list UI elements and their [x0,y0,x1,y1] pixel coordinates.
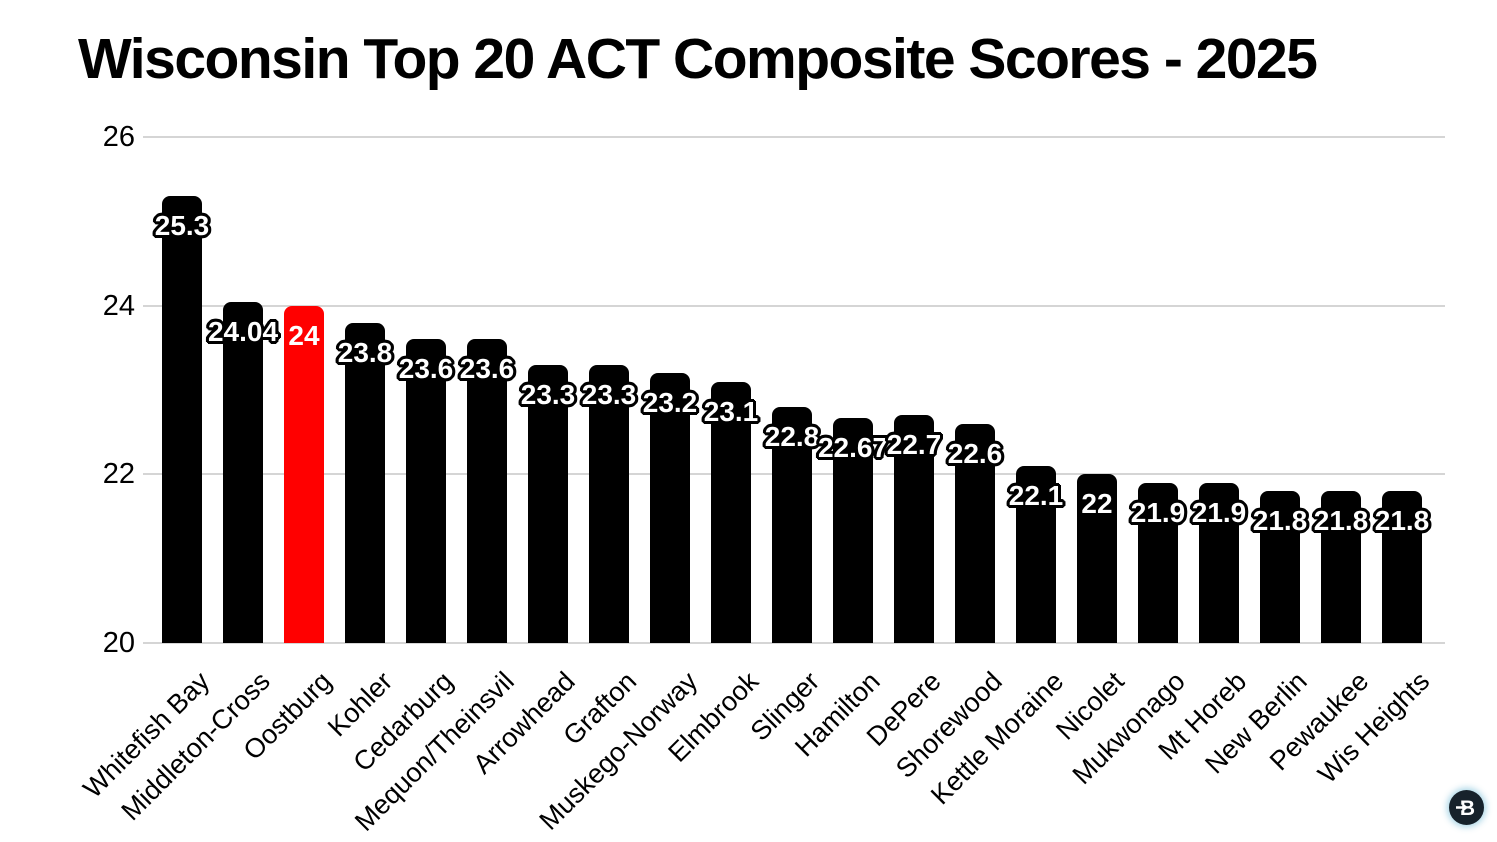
bar-wis-heights [1382,491,1422,643]
bar-kohler [345,322,385,643]
gridline-24 [143,304,1445,307]
embed-share-badge-button[interactable]: B [1449,790,1484,825]
bar-muskego-norway [650,373,690,643]
bar-value-label-wis-heights: 21.8 [1374,505,1430,537]
bar-value-label-pewaukee: 21.8 [1313,505,1369,537]
bar-value-label-elmbrook: 23.1 [703,395,759,427]
bar-nicolet [1077,474,1117,643]
bar-value-label-grafton: 23.3 [581,378,637,410]
chart-title: Wisconsin Top 20 ACT Composite Scores - … [78,27,1318,91]
bar-value-label-kohler: 23.8 [337,336,393,368]
bar-hamilton [833,417,873,643]
bar-new-berlin [1260,491,1300,643]
y-tick-label-24: 24 [102,289,135,322]
bar-oostburg [284,305,324,643]
bar-value-label-slinger: 22.8 [764,420,820,452]
bar-mukwonago [1138,482,1178,643]
bar-value-label-whitefish-bay: 25.3 [154,210,210,242]
bar-value-label-depere: 22.7 [886,429,942,461]
bar-pewaukee [1321,491,1361,643]
bar-elmbrook [711,381,751,643]
bar-value-label-arrowhead: 23.3 [520,378,576,410]
bar-value-label-mt-horeb: 21.9 [1191,496,1247,528]
bar-value-label-cedarburg: 23.6 [398,353,454,385]
bar-arrowhead [528,364,568,643]
bar-value-label-mequon-theinsvil: 23.6 [459,353,515,385]
bar-value-label-hamilton: 22.67 [817,431,889,463]
bar-mequon-theinsvil [467,339,507,643]
bar-cedarburg [406,339,446,643]
bar-value-label-nicolet: 22 [1081,488,1113,520]
bar-depere [894,415,934,643]
bar-slinger [772,406,812,643]
y-tick-label-26: 26 [102,121,135,153]
bar-kettle-moraine [1016,465,1056,643]
bar-grafton [589,364,629,643]
bar-value-label-shorewood: 22.6 [947,437,1003,469]
bar-mt-horeb [1199,482,1239,643]
svg-text:B: B [1460,797,1475,820]
embed-share-arrow-icon: B [1456,797,1475,820]
bar-value-label-kettle-moraine: 22.1 [1008,479,1064,511]
gridline-20 [143,642,1445,644]
bar-value-label-muskego-norway: 23.2 [642,387,698,419]
gridline-26 [143,136,1445,138]
bar-middleton-cross [223,302,263,643]
bar-shorewood [955,423,995,643]
y-tick-label-22: 22 [102,458,135,491]
bar-whitefish-bay [162,196,202,643]
bar-value-label-new-berlin: 21.8 [1252,505,1308,537]
y-tick-label-20: 20 [102,627,135,659]
bar-value-label-mukwonago: 21.9 [1130,496,1186,528]
bar-value-label-middleton-cross: 24.04 [207,316,279,348]
bar-value-label-oostburg: 24 [288,319,320,351]
